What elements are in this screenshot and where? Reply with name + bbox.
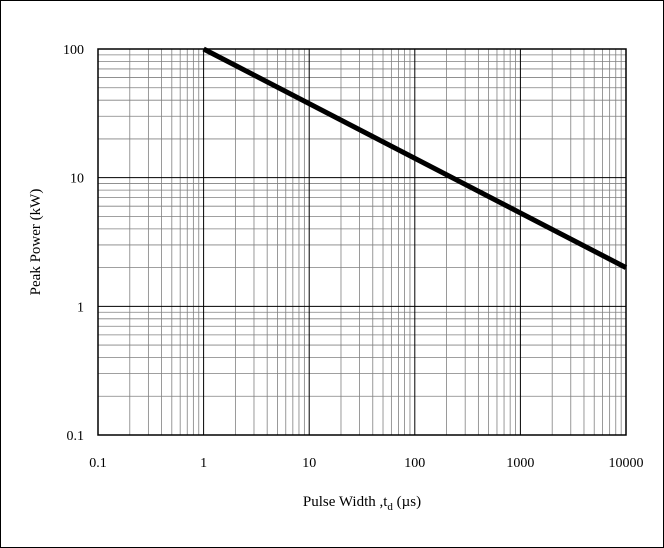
series-layer [202,46,628,270]
x-tick-label: 10 [302,456,316,471]
y-tick-labels: 0.1 1 10 100 [63,43,84,444]
y-tick-label: 1 [77,300,84,315]
x-minor-gridlines [129,49,622,435]
y-tick-label: 10 [70,172,84,187]
x-axis-label-subscript: d [387,501,393,513]
major-gridlines [97,48,627,436]
x-axis-label-unit: (µs) [393,494,421,510]
y-tick-label: 0.1 [67,429,85,444]
x-axis-label: Pulse Width ,td (µs) [303,494,421,513]
y-minor-gridlines [98,54,626,397]
x-tick-label: 10000 [609,456,644,471]
x-tick-labels: 0.1 1 10 100 1000 10000 [89,456,643,471]
x-tick-label: 1000 [506,456,534,471]
x-tick-label: 0.1 [89,456,107,471]
x-tick-label: 1 [200,456,207,471]
y-tick-label: 100 [63,43,84,58]
x-tick-label: 100 [404,456,425,471]
x-axis-label-main: Pulse Width ,t [303,494,388,510]
series-line [202,46,628,270]
plot-area-border [97,48,627,436]
y-axis-label: Peak Power (kW) [28,189,44,296]
